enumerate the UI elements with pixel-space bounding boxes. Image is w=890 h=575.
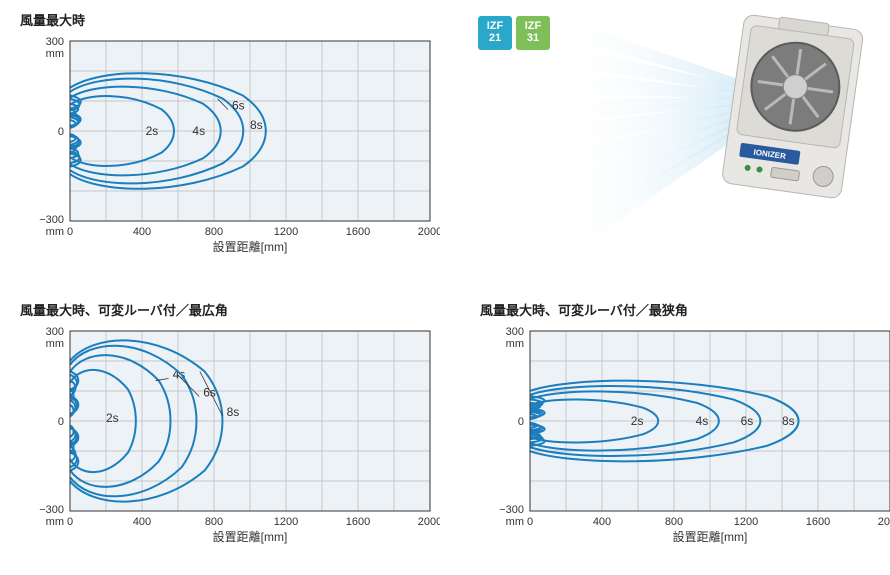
svg-text:8s: 8s xyxy=(227,405,240,419)
ionizer-device-illustration: IONIZER xyxy=(560,4,890,264)
svg-text:400: 400 xyxy=(593,516,611,528)
svg-text:設置距離[mm]: 設置距離[mm] xyxy=(213,239,288,254)
chart-title: 風量最大時 xyxy=(20,10,440,29)
svg-text:800: 800 xyxy=(205,516,223,528)
svg-text:1600: 1600 xyxy=(806,516,830,528)
svg-text:1200: 1200 xyxy=(274,516,298,528)
badge-line2: 31 xyxy=(527,33,539,45)
svg-text:300: 300 xyxy=(46,36,64,48)
svg-text:400: 400 xyxy=(133,516,151,528)
chart-max-airflow: 風量最大時 2s4s6s8s300mm0−300mm04008001200160… xyxy=(20,10,440,266)
svg-text:1600: 1600 xyxy=(346,516,370,528)
svg-text:6s: 6s xyxy=(741,414,754,428)
plot-area: 2s4s6s8s300mm0−300mm0400800120016002000設… xyxy=(20,321,440,556)
svg-text:2000: 2000 xyxy=(418,516,440,528)
svg-text:0: 0 xyxy=(67,226,73,238)
svg-text:800: 800 xyxy=(205,226,223,238)
svg-text:2s: 2s xyxy=(146,124,159,138)
svg-text:−300: −300 xyxy=(39,504,64,516)
plot-area: 2s4s6s8s300mm0−300mm0400800120016002000設… xyxy=(480,321,890,556)
svg-text:8s: 8s xyxy=(250,118,263,132)
svg-text:2s: 2s xyxy=(106,411,119,425)
svg-text:mm: mm xyxy=(506,516,524,528)
svg-text:mm: mm xyxy=(506,338,524,350)
svg-text:−300: −300 xyxy=(499,504,524,516)
plot-area: 2s4s6s8s300mm0−300mm0400800120016002000設… xyxy=(20,31,440,266)
svg-text:6s: 6s xyxy=(232,99,245,113)
svg-text:−300: −300 xyxy=(39,214,64,226)
svg-text:設置距離[mm]: 設置距離[mm] xyxy=(673,529,748,544)
svg-text:300: 300 xyxy=(46,326,64,338)
svg-text:0: 0 xyxy=(527,516,533,528)
chart-title: 風量最大時、可変ルーバ付／最広角 xyxy=(20,300,440,319)
plot-svg: 2s4s6s8s300mm0−300mm0400800120016002000設… xyxy=(20,321,440,551)
plot-svg: 2s4s6s8s300mm0−300mm0400800120016002000設… xyxy=(20,31,440,261)
badge-line2: 21 xyxy=(489,33,501,45)
svg-text:mm: mm xyxy=(46,48,64,60)
svg-text:2s: 2s xyxy=(631,414,644,428)
svg-text:0: 0 xyxy=(58,416,64,428)
svg-text:0: 0 xyxy=(58,126,64,138)
chart-title: 風量最大時、可変ルーバ付／最狭角 xyxy=(480,300,890,319)
svg-text:1600: 1600 xyxy=(346,226,370,238)
badge-izf21: IZF 21 xyxy=(478,16,512,50)
svg-text:0: 0 xyxy=(67,516,73,528)
plot-svg: 2s4s6s8s300mm0−300mm0400800120016002000設… xyxy=(480,321,890,551)
chart-wide-louver: 風量最大時、可変ルーバ付／最広角 2s4s6s8s300mm0−300mm040… xyxy=(20,300,440,556)
svg-text:300: 300 xyxy=(506,326,524,338)
svg-text:mm: mm xyxy=(46,516,64,528)
svg-text:4s: 4s xyxy=(696,414,709,428)
device-svg: IONIZER xyxy=(560,4,890,264)
svg-text:400: 400 xyxy=(133,226,151,238)
svg-text:2000: 2000 xyxy=(878,516,890,528)
svg-text:mm: mm xyxy=(46,226,64,238)
svg-text:2000: 2000 xyxy=(418,226,440,238)
badge-izf31: IZF 31 xyxy=(516,16,550,50)
svg-text:800: 800 xyxy=(665,516,683,528)
svg-text:4s: 4s xyxy=(192,124,205,138)
svg-text:設置距離[mm]: 設置距離[mm] xyxy=(213,529,288,544)
svg-text:mm: mm xyxy=(46,338,64,350)
svg-text:8s: 8s xyxy=(782,414,795,428)
chart-narrow-louver: 風量最大時、可変ルーバ付／最狭角 2s4s6s8s300mm0−300mm040… xyxy=(480,300,890,556)
svg-text:1200: 1200 xyxy=(734,516,758,528)
svg-text:0: 0 xyxy=(518,416,524,428)
product-badges: IZF 21 IZF 31 xyxy=(478,16,550,50)
svg-text:1200: 1200 xyxy=(274,226,298,238)
